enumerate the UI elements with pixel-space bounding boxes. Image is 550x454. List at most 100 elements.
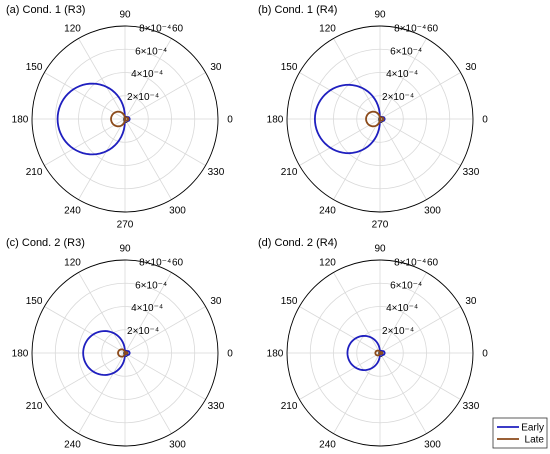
- grid-spoke: [124, 306, 206, 354]
- grid-spoke: [333, 118, 381, 200]
- angle-tick-label: 90: [119, 10, 131, 21]
- polar-panel-2: 030609012015018021024027030033002×10⁻⁴4×…: [258, 4, 488, 231]
- grid-spoke: [124, 38, 172, 120]
- grid-spoke: [124, 72, 206, 120]
- panel-title: (d) Cond. 2 (R4): [258, 237, 337, 249]
- angle-tick-label: 270: [372, 220, 389, 231]
- angle-tick-label: 150: [281, 62, 298, 73]
- radial-tick-label: 2×10⁻⁴: [382, 92, 414, 103]
- legend-label-early: Early: [521, 423, 544, 434]
- angle-tick-label: 180: [267, 115, 284, 126]
- polar-panel-3: 030609012015018021024027030033002×10⁻⁴4×…: [6, 237, 233, 454]
- angle-tick-label: 30: [465, 62, 477, 73]
- legend-label-late: Late: [525, 435, 545, 446]
- legend-box: [492, 417, 548, 449]
- radial-tick-label: 2×10⁻⁴: [382, 326, 414, 337]
- grid-spoke: [44, 352, 126, 400]
- angle-tick-label: 330: [208, 167, 225, 178]
- radial-tick-label: 6×10⁻⁴: [135, 280, 167, 291]
- angle-tick-label: 0: [227, 115, 233, 126]
- grid-spoke: [379, 118, 461, 166]
- angle-tick-label: 180: [12, 115, 29, 126]
- grid-spoke: [299, 118, 381, 166]
- angle-tick-label: 60: [427, 24, 439, 35]
- grid-spoke: [124, 118, 206, 166]
- radial-tick-label: 8×10⁻⁴: [139, 257, 171, 268]
- angle-tick-label: 300: [424, 439, 441, 450]
- radial-tick-label: 4×10⁻⁴: [131, 69, 163, 80]
- grid-spoke: [124, 118, 172, 200]
- polar-outer-ring: [286, 25, 474, 213]
- grid-spoke: [124, 272, 172, 354]
- angle-tick-label: 60: [172, 258, 184, 269]
- radial-tick-label: 2×10⁻⁴: [127, 326, 159, 337]
- angle-tick-label: 0: [482, 349, 488, 360]
- grid-spoke: [333, 38, 381, 120]
- series-curve-late: [117, 348, 129, 358]
- angle-tick-label: 0: [482, 115, 488, 126]
- angle-tick-label: 180: [12, 349, 29, 360]
- radial-tick-label: 6×10⁻⁴: [390, 46, 422, 57]
- grid-spoke: [44, 72, 126, 120]
- grid-spoke: [124, 352, 172, 434]
- grid-spoke: [379, 272, 427, 354]
- angle-tick-label: 270: [117, 220, 134, 231]
- polar-outer-ring: [31, 25, 219, 213]
- radial-tick-label: 8×10⁻⁴: [394, 257, 426, 268]
- angle-tick-label: 30: [465, 296, 477, 307]
- angle-tick-label: 240: [319, 439, 336, 450]
- radial-tick-label: 6×10⁻⁴: [135, 46, 167, 57]
- angle-tick-label: 120: [64, 258, 81, 269]
- angle-tick-label: 150: [281, 296, 298, 307]
- angle-tick-label: 120: [64, 24, 81, 35]
- angle-tick-label: 330: [463, 401, 480, 412]
- angle-tick-label: 210: [281, 167, 298, 178]
- grid-spoke: [379, 72, 461, 120]
- angle-tick-label: 210: [26, 167, 43, 178]
- angle-tick-label: 120: [319, 24, 336, 35]
- polar-panel-1: 030609012015018021024027030033002×10⁻⁴4×…: [6, 4, 233, 231]
- grid-spoke: [379, 118, 427, 200]
- angle-tick-label: 300: [424, 205, 441, 216]
- angle-tick-label: 330: [463, 167, 480, 178]
- angle-tick-label: 90: [374, 10, 386, 21]
- angle-tick-label: 60: [172, 24, 184, 35]
- angle-tick-label: 180: [267, 349, 284, 360]
- grid-spoke: [44, 306, 126, 354]
- angle-tick-label: 300: [169, 439, 186, 450]
- angle-tick-label: 90: [119, 244, 131, 255]
- angle-tick-label: 330: [208, 401, 225, 412]
- grid-spoke: [299, 352, 381, 400]
- angle-tick-label: 0: [227, 349, 233, 360]
- polar-outer-ring: [286, 259, 474, 447]
- series-curve-late: [374, 349, 384, 357]
- radial-tick-label: 4×10⁻⁴: [131, 303, 163, 314]
- grid-spoke: [78, 118, 126, 200]
- angle-tick-label: 240: [64, 439, 81, 450]
- grid-spoke: [379, 38, 427, 120]
- grid-spoke: [333, 272, 381, 354]
- panel-title: (c) Cond. 2 (R3): [6, 237, 85, 249]
- panel-title: (a) Cond. 1 (R3): [6, 4, 85, 16]
- angle-tick-label: 300: [169, 205, 186, 216]
- angle-tick-label: 210: [281, 401, 298, 412]
- radial-tick-label: 6×10⁻⁴: [390, 280, 422, 291]
- grid-spoke: [124, 352, 206, 400]
- angle-tick-label: 30: [210, 296, 222, 307]
- angle-tick-label: 210: [26, 401, 43, 412]
- radial-tick-label: 8×10⁻⁴: [139, 23, 171, 34]
- grid-spoke: [379, 352, 427, 434]
- grid-spoke: [78, 272, 126, 354]
- angle-tick-label: 60: [427, 258, 439, 269]
- radial-tick-label: 2×10⁻⁴: [127, 92, 159, 103]
- angle-tick-label: 90: [374, 244, 386, 255]
- series-curve-late: [110, 110, 130, 128]
- panel-title: (b) Cond. 1 (R4): [258, 4, 337, 16]
- polar-outer-ring: [31, 259, 219, 447]
- angle-tick-label: 240: [64, 205, 81, 216]
- series-curve-late: [365, 110, 385, 128]
- angle-tick-label: 30: [210, 62, 222, 73]
- polar-panel-4: 030609012015018021024027030033002×10⁻⁴4×…: [258, 237, 488, 454]
- grid-spoke: [379, 352, 461, 400]
